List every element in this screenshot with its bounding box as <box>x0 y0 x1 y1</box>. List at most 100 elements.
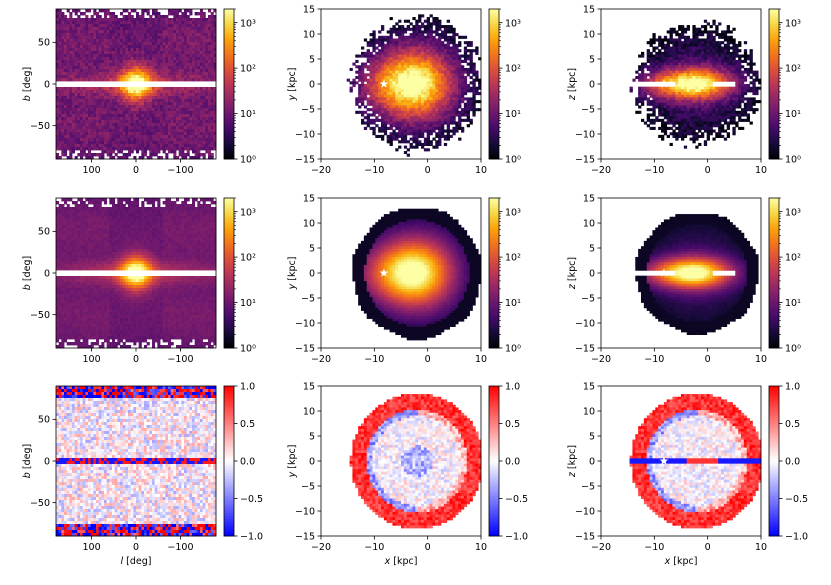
heat-cell <box>383 46 388 50</box>
heat-cell <box>170 45 174 49</box>
heat-cell <box>675 57 679 61</box>
heat-cell <box>146 54 150 58</box>
heat-cell <box>184 93 188 97</box>
heat-cell <box>732 59 736 63</box>
heat-cell <box>120 90 124 94</box>
heat-cell <box>58 54 62 58</box>
heat-cell <box>146 132 150 136</box>
heat-cell <box>112 60 116 64</box>
heat-cell <box>438 124 442 128</box>
heat-cell <box>366 78 370 82</box>
heat-cell <box>378 81 382 85</box>
heat-cell <box>117 69 121 73</box>
heat-cell <box>88 78 92 82</box>
heat-cell <box>429 46 433 50</box>
heat-cell <box>406 78 410 82</box>
heat-cell <box>125 69 129 73</box>
heat-cell <box>162 69 166 73</box>
heat-cell <box>452 70 456 74</box>
heat-cell <box>686 57 690 61</box>
heat-cell <box>200 117 204 121</box>
heat-cell <box>395 49 399 53</box>
heat-cell <box>395 113 399 117</box>
heat-cell <box>194 126 198 130</box>
heat-cell <box>85 69 89 73</box>
heat-cell <box>426 100 430 104</box>
heat-cell <box>96 30 100 34</box>
heat-cell <box>478 100 482 104</box>
heat-cell <box>723 30 728 34</box>
heat-cell <box>74 123 78 127</box>
colorbar-segment <box>224 144 234 147</box>
heat-cell <box>432 30 436 34</box>
heat-cell <box>178 48 182 52</box>
heat-cell <box>58 156 62 160</box>
heat-cell <box>125 21 129 25</box>
heat-cell <box>361 102 365 106</box>
heat-cell <box>458 43 462 47</box>
y-tick-label: −50 <box>30 121 50 132</box>
heat-cell <box>144 105 148 109</box>
heat-cell <box>77 138 81 142</box>
heat-cell <box>176 96 180 100</box>
heat-cell <box>703 51 708 55</box>
heat-cell <box>149 144 153 148</box>
colorbar-segment <box>489 86 499 90</box>
heat-cell <box>189 111 193 115</box>
heat-cell <box>692 54 696 58</box>
heat-cell <box>144 72 148 76</box>
heat-cell <box>458 81 462 85</box>
heat-cell <box>372 35 376 39</box>
heat-cell <box>438 49 442 53</box>
heat-cell <box>154 24 158 28</box>
heat-cell <box>381 102 385 106</box>
heat-cell <box>82 87 86 91</box>
heat-cell <box>715 46 719 50</box>
heat-cell <box>738 41 742 45</box>
heat-cell <box>61 132 65 136</box>
heat-cell <box>69 42 73 46</box>
heat-cell <box>66 21 70 25</box>
heat-cell <box>441 92 445 96</box>
heat-cell <box>152 30 156 34</box>
heat-cell <box>369 113 373 117</box>
heat-cell <box>82 96 86 100</box>
heat-cell <box>114 90 118 94</box>
heat-cell <box>372 86 376 90</box>
heat-cell <box>369 70 373 74</box>
heat-cell <box>389 17 393 21</box>
heat-cell <box>82 18 86 22</box>
heat-cell <box>395 65 399 69</box>
heat-cell <box>415 108 419 112</box>
heat-cell <box>93 78 97 82</box>
heat-cell <box>66 54 70 58</box>
heat-cell <box>117 75 121 79</box>
heat-cell <box>173 135 177 139</box>
heat-cell <box>66 135 70 139</box>
heat-cell <box>146 129 150 133</box>
heat-cell <box>136 114 140 118</box>
heat-cell <box>698 49 702 53</box>
heat-cell <box>56 108 60 112</box>
heat-cell <box>749 62 753 66</box>
heat-cell <box>125 66 129 70</box>
heat-cell <box>133 78 137 82</box>
heat-cell <box>101 21 105 25</box>
heat-cell <box>429 27 433 31</box>
heat-cell <box>213 108 217 112</box>
heat-cell <box>160 102 164 106</box>
heat-cell <box>412 92 416 96</box>
heat-cell <box>130 51 134 55</box>
heat-cell <box>712 19 716 23</box>
heat-cell <box>90 111 94 115</box>
heat-cell <box>678 43 682 47</box>
heat-cell <box>412 73 416 77</box>
heat-cell <box>415 145 419 149</box>
heat-cell <box>395 27 399 31</box>
heat-cell <box>178 117 182 121</box>
heat-cell <box>128 18 132 22</box>
heat-cell <box>93 114 97 118</box>
heat-cell <box>120 108 124 112</box>
heat-cell <box>355 70 359 74</box>
heat-cell <box>366 86 370 90</box>
